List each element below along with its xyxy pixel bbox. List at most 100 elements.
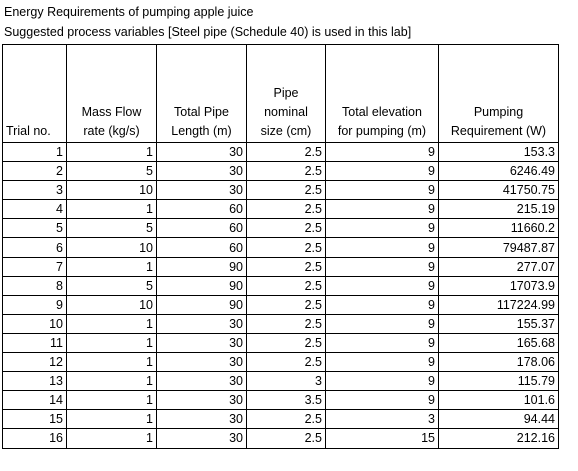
cell-total-elevation[interactable]: 9 bbox=[325, 352, 439, 373]
cell-trial-no[interactable]: 8 bbox=[2, 275, 67, 296]
cell-trial-no[interactable]: 4 bbox=[2, 199, 67, 220]
cell-pumping-requirement[interactable]: 11660.2 bbox=[438, 218, 559, 239]
cell-trial-no[interactable]: 2 bbox=[2, 161, 67, 182]
cell-pumping-requirement[interactable]: 17073.9 bbox=[438, 275, 559, 296]
cell-total-elevation[interactable]: 9 bbox=[325, 218, 439, 239]
cell-pumping-requirement[interactable]: 277.07 bbox=[438, 256, 559, 277]
cell-pumping-requirement[interactable]: 115.79 bbox=[438, 371, 559, 392]
cell-mass-flow-rate[interactable]: 1 bbox=[66, 256, 157, 277]
cell-pipe-nominal-size[interactable]: 2.5 bbox=[246, 313, 326, 334]
cell-pipe-nominal-size[interactable]: 2.5 bbox=[246, 409, 326, 430]
cell-mass-flow-rate[interactable]: 10 bbox=[66, 294, 157, 315]
cell-mass-flow-rate[interactable]: 10 bbox=[66, 237, 157, 258]
cell-total-elevation[interactable]: 9 bbox=[325, 371, 439, 392]
cell-pipe-nominal-size[interactable]: 2.5 bbox=[246, 256, 326, 277]
cell-total-pipe-length[interactable]: 30 bbox=[156, 180, 247, 201]
cell-pipe-nominal-size[interactable]: 2.5 bbox=[246, 218, 326, 239]
cell-pipe-nominal-size[interactable]: 2.5 bbox=[246, 237, 326, 258]
cell-total-elevation[interactable]: 9 bbox=[325, 256, 439, 277]
cell-total-pipe-length[interactable]: 30 bbox=[156, 141, 247, 163]
cell-trial-no[interactable]: 14 bbox=[2, 390, 67, 411]
cell-mass-flow-rate[interactable]: 1 bbox=[66, 199, 157, 220]
cell-pumping-requirement[interactable]: 155.37 bbox=[438, 313, 559, 334]
cell-total-pipe-length[interactable]: 90 bbox=[156, 256, 247, 277]
cell-pipe-nominal-size[interactable]: 2.5 bbox=[246, 199, 326, 220]
cell-total-elevation[interactable]: 9 bbox=[325, 180, 439, 201]
cell-total-pipe-length[interactable]: 60 bbox=[156, 199, 247, 220]
header-total-elevation[interactable]: Total elevation for pumping (m) bbox=[325, 44, 439, 143]
cell-total-elevation[interactable]: 9 bbox=[325, 161, 439, 182]
cell-pumping-requirement[interactable]: 6246.49 bbox=[438, 161, 559, 182]
cell-pipe-nominal-size[interactable]: 3.5 bbox=[246, 390, 326, 411]
cell-mass-flow-rate[interactable]: 1 bbox=[66, 390, 157, 411]
cell-trial-no[interactable]: 13 bbox=[2, 371, 67, 392]
cell-total-elevation[interactable]: 15 bbox=[325, 428, 439, 449]
cell-mass-flow-rate[interactable]: 1 bbox=[66, 352, 157, 373]
sheet-subtitle[interactable]: Suggested process variables [Steel pipe … bbox=[4, 25, 412, 39]
cell-mass-flow-rate[interactable]: 1 bbox=[66, 428, 157, 449]
header-trial-no[interactable]: Trial no. bbox=[2, 44, 67, 143]
cell-mass-flow-rate[interactable]: 5 bbox=[66, 218, 157, 239]
cell-pumping-requirement[interactable]: 117224.99 bbox=[438, 294, 559, 315]
cell-total-elevation[interactable]: 9 bbox=[325, 199, 439, 220]
cell-pipe-nominal-size[interactable]: 2.5 bbox=[246, 180, 326, 201]
cell-total-pipe-length[interactable]: 30 bbox=[156, 352, 247, 373]
cell-total-pipe-length[interactable]: 30 bbox=[156, 332, 247, 354]
cell-total-elevation[interactable]: 9 bbox=[325, 313, 439, 334]
cell-total-elevation[interactable]: 9 bbox=[325, 390, 439, 411]
cell-total-pipe-length[interactable]: 30 bbox=[156, 390, 247, 411]
cell-trial-no[interactable]: 3 bbox=[2, 180, 67, 201]
cell-total-pipe-length[interactable]: 30 bbox=[156, 161, 247, 182]
cell-pumping-requirement[interactable]: 101.6 bbox=[438, 390, 559, 411]
cell-total-elevation[interactable]: 9 bbox=[325, 141, 439, 163]
cell-total-pipe-length[interactable]: 60 bbox=[156, 237, 247, 258]
cell-pipe-nominal-size[interactable]: 2.5 bbox=[246, 141, 326, 163]
cell-total-elevation[interactable]: 9 bbox=[325, 294, 439, 315]
cell-pumping-requirement[interactable]: 178.06 bbox=[438, 352, 559, 373]
cell-trial-no[interactable]: 11 bbox=[2, 332, 67, 354]
cell-pipe-nominal-size[interactable]: 2.5 bbox=[246, 161, 326, 182]
cell-mass-flow-rate[interactable]: 5 bbox=[66, 275, 157, 296]
cell-pumping-requirement[interactable]: 94.44 bbox=[438, 409, 559, 430]
cell-mass-flow-rate[interactable]: 1 bbox=[66, 141, 157, 163]
cell-total-pipe-length[interactable]: 30 bbox=[156, 371, 247, 392]
cell-pumping-requirement[interactable]: 215.19 bbox=[438, 199, 559, 220]
cell-mass-flow-rate[interactable]: 5 bbox=[66, 161, 157, 182]
cell-pipe-nominal-size[interactable]: 3 bbox=[246, 371, 326, 392]
cell-total-pipe-length[interactable]: 90 bbox=[156, 294, 247, 315]
cell-pipe-nominal-size[interactable]: 2.5 bbox=[246, 275, 326, 296]
cell-pumping-requirement[interactable]: 41750.75 bbox=[438, 180, 559, 201]
header-mass-flow-rate[interactable]: Mass Flow rate (kg/s) bbox=[66, 44, 157, 143]
cell-mass-flow-rate[interactable]: 1 bbox=[66, 332, 157, 354]
cell-trial-no[interactable]: 1 bbox=[2, 141, 67, 163]
cell-mass-flow-rate[interactable]: 10 bbox=[66, 180, 157, 201]
cell-total-pipe-length[interactable]: 30 bbox=[156, 313, 247, 334]
cell-pipe-nominal-size[interactable]: 2.5 bbox=[246, 332, 326, 354]
cell-total-pipe-length[interactable]: 30 bbox=[156, 428, 247, 449]
sheet-title[interactable]: Energy Requirements of pumping apple jui… bbox=[4, 5, 254, 19]
cell-total-elevation[interactable]: 3 bbox=[325, 409, 439, 430]
cell-pipe-nominal-size[interactable]: 2.5 bbox=[246, 428, 326, 449]
cell-pipe-nominal-size[interactable]: 2.5 bbox=[246, 352, 326, 373]
cell-total-elevation[interactable]: 9 bbox=[325, 332, 439, 354]
cell-mass-flow-rate[interactable]: 1 bbox=[66, 313, 157, 334]
cell-pumping-requirement[interactable]: 153.3 bbox=[438, 141, 559, 163]
cell-total-pipe-length[interactable]: 60 bbox=[156, 218, 247, 239]
cell-mass-flow-rate[interactable]: 1 bbox=[66, 371, 157, 392]
cell-trial-no[interactable]: 6 bbox=[2, 237, 67, 258]
cell-pumping-requirement[interactable]: 212.16 bbox=[438, 428, 559, 449]
header-pipe-nominal-size[interactable]: Pipe nominal size (cm) bbox=[246, 44, 326, 143]
cell-total-pipe-length[interactable]: 30 bbox=[156, 409, 247, 430]
cell-trial-no[interactable]: 16 bbox=[2, 428, 67, 449]
cell-total-elevation[interactable]: 9 bbox=[325, 275, 439, 296]
cell-mass-flow-rate[interactable]: 1 bbox=[66, 409, 157, 430]
cell-trial-no[interactable]: 5 bbox=[2, 218, 67, 239]
cell-trial-no[interactable]: 9 bbox=[2, 294, 67, 315]
cell-pumping-requirement[interactable]: 165.68 bbox=[438, 332, 559, 354]
header-total-pipe-length[interactable]: Total Pipe Length (m) bbox=[156, 44, 247, 143]
cell-total-elevation[interactable]: 9 bbox=[325, 237, 439, 258]
cell-pipe-nominal-size[interactable]: 2.5 bbox=[246, 294, 326, 315]
cell-trial-no[interactable]: 10 bbox=[2, 313, 67, 334]
cell-trial-no[interactable]: 7 bbox=[2, 256, 67, 277]
cell-trial-no[interactable]: 12 bbox=[2, 352, 67, 373]
